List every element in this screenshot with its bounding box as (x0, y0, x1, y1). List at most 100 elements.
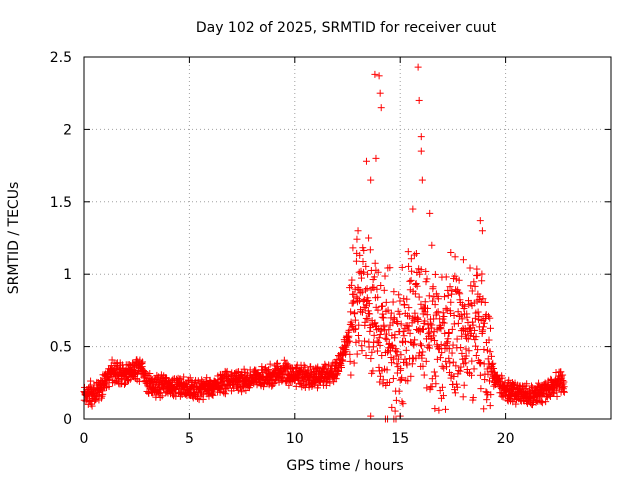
data-point (532, 398, 540, 406)
data-point (471, 282, 479, 290)
data-point (478, 270, 486, 278)
data-point (470, 365, 478, 373)
data-point (292, 364, 300, 372)
data-point (176, 375, 184, 383)
data-point (99, 390, 107, 398)
data-point (397, 365, 405, 373)
data-point (445, 329, 453, 337)
data-point (405, 304, 413, 312)
data-point (424, 304, 432, 312)
data-point (429, 297, 437, 305)
data-point (371, 319, 379, 327)
data-point (454, 319, 462, 327)
data-point (398, 263, 406, 271)
data-point (345, 332, 353, 340)
data-point (378, 352, 386, 360)
data-point (404, 248, 412, 256)
data-point (377, 282, 385, 290)
data-point (112, 359, 120, 367)
data-point (474, 308, 482, 316)
data-point (216, 388, 224, 396)
data-point (431, 301, 439, 309)
data-point (468, 287, 476, 295)
data-point (455, 276, 463, 284)
data-point (430, 368, 438, 376)
data-point (440, 293, 448, 301)
data-point (433, 309, 441, 317)
data-point (522, 385, 530, 393)
data-point (439, 309, 447, 317)
data-point (440, 313, 448, 321)
data-point (403, 361, 411, 369)
data-point (478, 227, 486, 235)
data-point (351, 316, 359, 324)
data-point (419, 348, 427, 356)
data-point (426, 209, 434, 217)
data-point (405, 322, 413, 330)
data-point (88, 402, 96, 410)
data-point (423, 275, 431, 283)
y-tick-label: 0.5 (50, 340, 72, 356)
data-point (394, 355, 402, 363)
data-point (378, 302, 386, 310)
data-point (442, 273, 450, 281)
data-point (448, 325, 456, 333)
data-point (372, 154, 380, 162)
data-point (441, 405, 449, 413)
data-point (446, 359, 454, 367)
data-point (186, 374, 194, 382)
data-point (434, 308, 442, 316)
data-point (432, 372, 440, 380)
data-point (370, 331, 378, 339)
data-point (370, 284, 378, 292)
data-point (472, 342, 480, 350)
data-point (352, 293, 360, 301)
data-point (459, 256, 467, 264)
data-point (458, 349, 466, 357)
data-point (469, 318, 477, 326)
data-point (352, 325, 360, 333)
data-point (403, 322, 411, 330)
data-point (476, 371, 484, 379)
data-point (364, 270, 372, 278)
data-point (358, 347, 366, 355)
data-point (438, 383, 446, 391)
data-point (442, 304, 450, 312)
data-point (402, 346, 410, 354)
data-point (449, 341, 457, 349)
data-point (405, 312, 413, 320)
data-point (527, 382, 535, 390)
data-point (436, 354, 444, 362)
data-point (453, 335, 461, 343)
data-point (389, 319, 397, 327)
data-point (397, 351, 405, 359)
data-point (415, 96, 423, 104)
data-point (409, 205, 417, 213)
data-point (389, 298, 397, 306)
data-point (365, 234, 373, 242)
data-point (374, 339, 382, 347)
data-point (447, 309, 455, 317)
data-point (431, 270, 439, 278)
data-point (444, 291, 452, 299)
data-point (393, 360, 401, 368)
y-axis-label: SRMTID / TECUs (6, 182, 22, 295)
data-point (448, 287, 456, 295)
data-point (421, 298, 429, 306)
data-point (357, 274, 365, 282)
data-point (375, 334, 383, 342)
data-point (401, 301, 409, 309)
data-point (456, 290, 464, 298)
data-point (414, 316, 422, 324)
data-point (419, 362, 427, 370)
data-point (456, 367, 464, 375)
data-point (347, 371, 355, 379)
data-point (146, 369, 154, 377)
data-point (321, 360, 329, 368)
data-point (417, 133, 425, 141)
data-point (393, 348, 401, 356)
data-point (435, 406, 443, 414)
data-point (280, 356, 288, 364)
data-point (353, 235, 361, 243)
data-point (367, 324, 375, 332)
